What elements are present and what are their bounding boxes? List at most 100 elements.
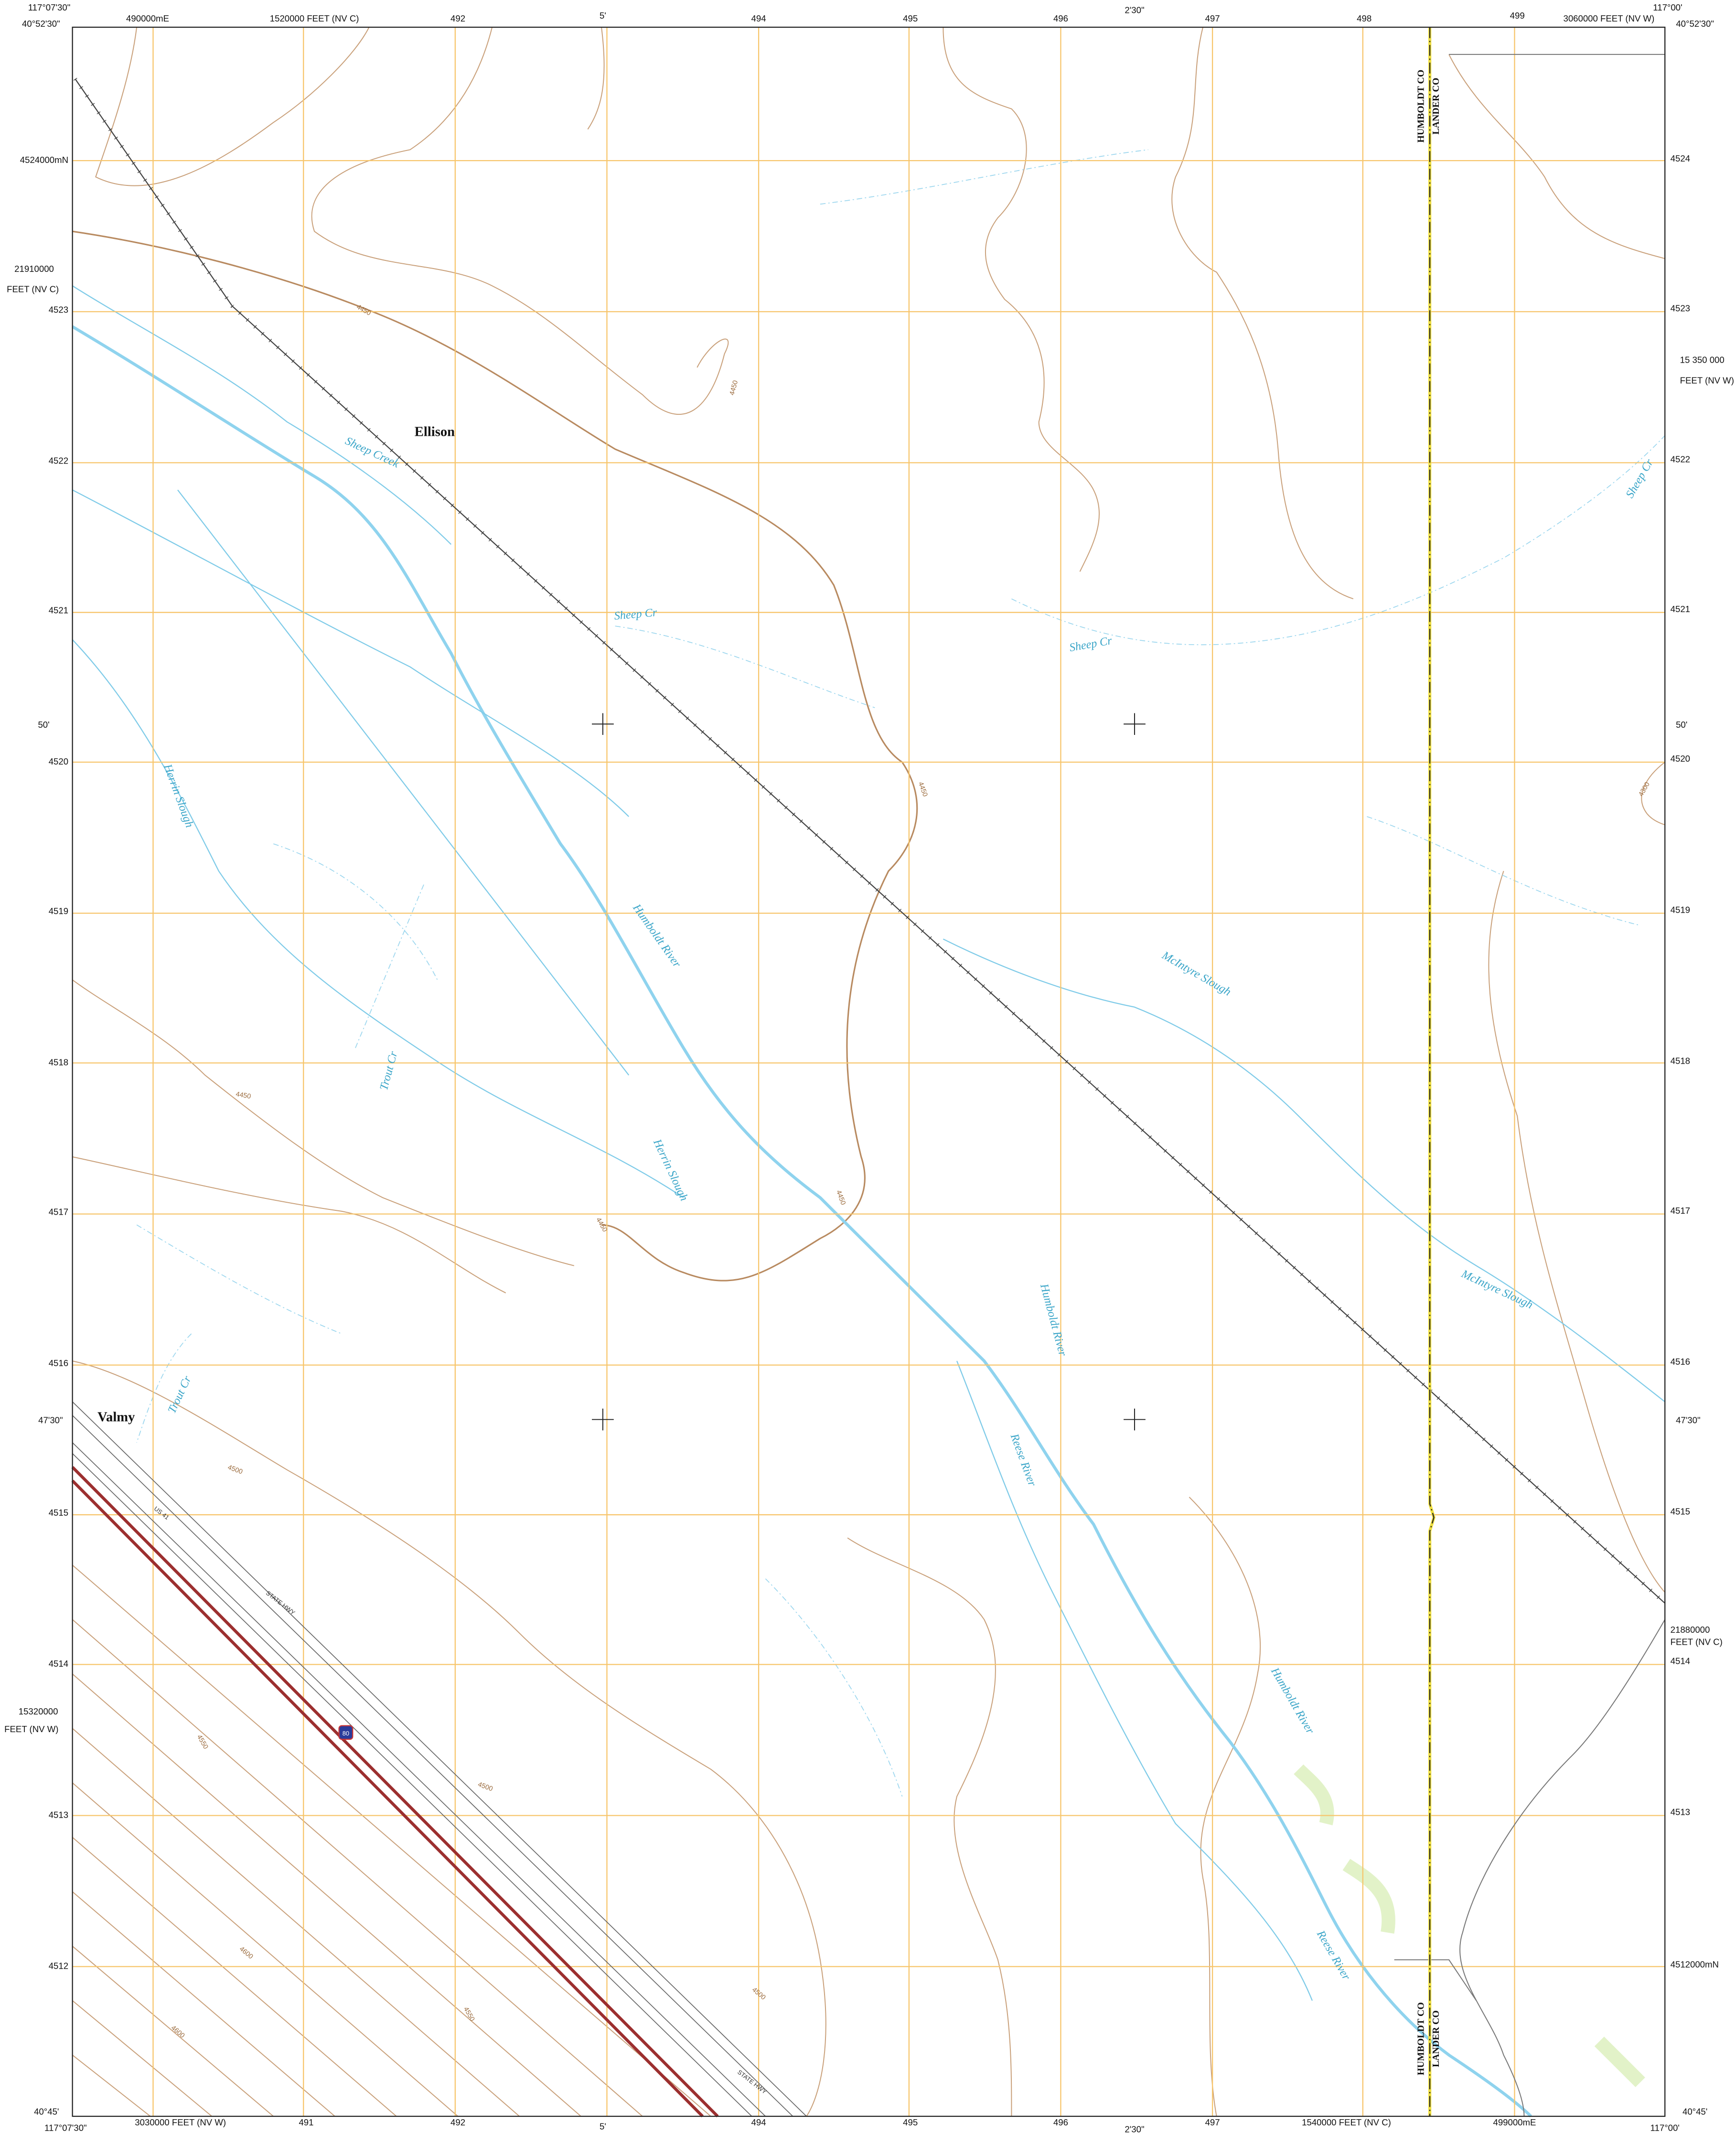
top-edge-label: 494 xyxy=(751,13,766,23)
top-edge-label: 490000mE xyxy=(126,13,169,23)
left-edge-label: 4518 xyxy=(49,1057,68,1067)
top-edge-label: 1520000 FEET (NV C) xyxy=(270,13,359,23)
contour xyxy=(95,27,370,186)
contour xyxy=(72,1156,506,1293)
map-body xyxy=(71,26,1667,2118)
mcintyre-slough xyxy=(943,938,1665,1402)
bottom-edge-label: 496 xyxy=(1053,2117,1068,2127)
contour xyxy=(943,27,1100,572)
crosshairs xyxy=(591,713,1146,1431)
grid-lines-horizontal xyxy=(72,160,1665,1967)
county-label: HUMBOLDT CO xyxy=(1415,70,1426,143)
bottom-edge-label: 497 xyxy=(1205,2117,1220,2127)
right-edge-label: 4514 xyxy=(1671,1656,1690,1666)
top-edge-label: 5' xyxy=(600,11,606,21)
top-edge-label: 492 xyxy=(450,13,465,23)
slough xyxy=(72,639,684,1198)
interstate-shield xyxy=(338,1725,354,1740)
contour xyxy=(1171,27,1354,600)
right-edge-label: 47'30" xyxy=(1676,1415,1701,1425)
top-edge-label: 117°00' xyxy=(1653,2,1682,12)
vegetation xyxy=(1294,1764,1645,2087)
bottom-edge-label: 494 xyxy=(751,2117,766,2127)
contour xyxy=(72,979,575,1266)
contour-label: 4450 xyxy=(728,379,739,396)
right-edge-label: 4521 xyxy=(1671,604,1690,614)
intermittent-streams xyxy=(136,149,1665,1797)
transportation xyxy=(71,54,1667,2118)
right-edge-label: 15 350 000 xyxy=(1680,355,1725,365)
interstate xyxy=(71,1466,719,2118)
sheep-creek xyxy=(72,285,452,545)
left-edge-label: 4522 xyxy=(49,455,68,465)
top-edge-label: 498 xyxy=(1357,13,1372,23)
top-edge-label: 3060000 FEET (NV W) xyxy=(1563,13,1654,23)
bottom-edge-label: 117°07'30" xyxy=(44,2123,87,2133)
top-edge-label: 117°07'30" xyxy=(28,2,71,12)
bottom-edge-label: 491 xyxy=(299,2117,313,2127)
road-label: 80 xyxy=(343,1730,349,1737)
left-edge-label: FEET (NV C) xyxy=(7,284,59,294)
neatline xyxy=(72,26,1666,2117)
top-edge-label: 2'30" xyxy=(1125,5,1144,15)
left-edge-label: FEET (NV W) xyxy=(4,1724,58,1734)
place-name: Valmy xyxy=(97,1410,135,1424)
right-edge-label: 4516 xyxy=(1671,1357,1690,1367)
left-edge-label: 4523 xyxy=(49,304,68,314)
bottom-edge-label: 117°00' xyxy=(1650,2123,1680,2133)
top-edge-label: 497 xyxy=(1205,13,1220,23)
top-edge-label: 495 xyxy=(903,13,918,23)
left-edge-label: 4515 xyxy=(49,1508,68,1518)
top-edge-label: 496 xyxy=(1053,13,1068,23)
left-edge-label: 15320000 xyxy=(19,1706,58,1716)
right-edge-label: 4515 xyxy=(1671,1506,1690,1516)
right-edge-label: 4523 xyxy=(1671,303,1690,313)
left-edge-label: 4520 xyxy=(49,756,68,766)
left-edge-label: 4521 xyxy=(49,605,68,615)
right-edge-label: 4518 xyxy=(1671,1056,1690,1066)
right-edge-label: 4512000mN xyxy=(1671,1960,1719,1970)
humboldt-river xyxy=(72,325,1532,2118)
contour xyxy=(1448,54,1665,259)
right-edge-label: FEET (NV C) xyxy=(1671,1637,1723,1647)
county-label: LANDER CO xyxy=(1431,2010,1441,2067)
contour-label: 4450 xyxy=(235,1090,251,1100)
top-edge-label: 499 xyxy=(1510,11,1525,21)
top-edge-label: 40°52'30" xyxy=(1676,19,1714,29)
left-edge-label: 47'30" xyxy=(38,1415,63,1425)
contour xyxy=(847,1537,1012,2116)
contour xyxy=(1641,762,1665,825)
right-edge-label: 21880000 xyxy=(1671,1625,1710,1635)
bottom-edge-label: 3030000 FEET (NV W) xyxy=(135,2117,226,2127)
bottom-edge-label: 492 xyxy=(450,2117,465,2127)
grid-lines-vertical xyxy=(152,27,1515,2116)
top-edge-label: 40°52'30" xyxy=(22,19,60,29)
contour xyxy=(72,1360,826,2117)
right-edge-label: 4519 xyxy=(1671,905,1690,915)
county-label: LANDER CO xyxy=(1431,78,1441,135)
left-edge-label: 4524000mN xyxy=(20,155,68,165)
bottom-edge-label: 40°45' xyxy=(34,2106,59,2116)
county-boundary-line xyxy=(1429,27,1435,2116)
right-edge-label: 4522 xyxy=(1671,454,1690,464)
left-edge-label: 4516 xyxy=(49,1358,68,1368)
right-edge-label: 4517 xyxy=(1671,1206,1690,1216)
bottom-edge-label: 2'30" xyxy=(1125,2124,1144,2134)
contour xyxy=(1189,1497,1261,2117)
canal xyxy=(177,489,630,1076)
left-edge-label: 21910000 xyxy=(14,264,54,274)
place-name: Ellison xyxy=(415,424,455,439)
county-label: HUMBOLDT CO xyxy=(1415,2002,1426,2075)
state-highway xyxy=(72,1401,807,2117)
left-edge-label: 4517 xyxy=(49,1207,68,1217)
left-edge-label: 4519 xyxy=(49,906,68,916)
grid xyxy=(72,27,1665,2116)
railroad-ties xyxy=(73,77,1667,1605)
contour xyxy=(311,27,729,415)
right-edge-label: 50' xyxy=(1676,720,1687,730)
right-edge-label: 4524 xyxy=(1671,153,1690,163)
bottom-edge-label: 499000mE xyxy=(1493,2117,1536,2127)
left-edge-label: 4512 xyxy=(49,1961,68,1971)
